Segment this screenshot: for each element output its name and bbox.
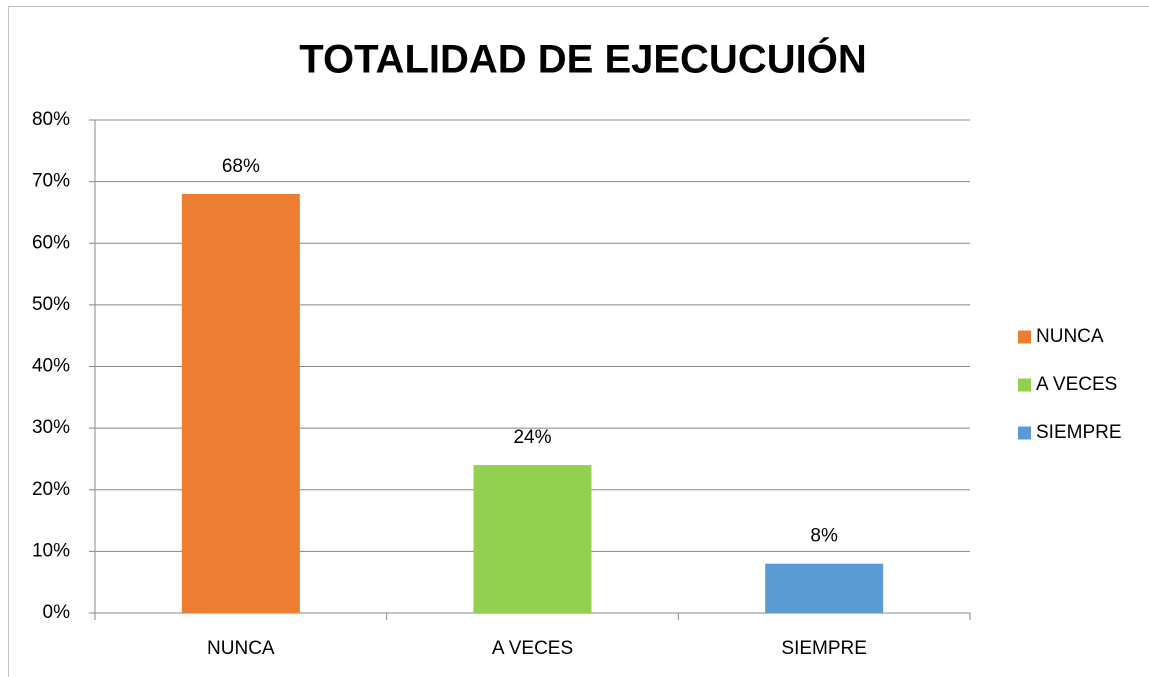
- data-label: 8%: [810, 526, 838, 547]
- bar: [473, 465, 592, 613]
- chart-frame: [8, 6, 1149, 677]
- data-label: 68%: [222, 156, 260, 177]
- bar: [765, 563, 884, 613]
- legend-label: A VECES: [1036, 374, 1117, 395]
- x-tick-label: SIEMPRE: [781, 638, 867, 659]
- x-tick-label: NUNCA: [207, 638, 275, 659]
- legend-swatch: [1018, 426, 1031, 440]
- y-tick-label: 30%: [32, 417, 70, 438]
- x-tick-label: A VECES: [492, 638, 573, 659]
- legend-label: NUNCA: [1036, 326, 1104, 347]
- y-tick-label: 80%: [32, 109, 70, 130]
- legend-swatch: [1018, 378, 1031, 392]
- legend-label: SIEMPRE: [1036, 422, 1122, 443]
- y-tick-label: 60%: [32, 232, 70, 253]
- data-label: 24%: [513, 427, 551, 448]
- y-tick-label: 40%: [32, 356, 70, 377]
- y-tick-label: 50%: [32, 294, 70, 315]
- chart-title: TOTALIDAD DE EJECUCUIÓN: [299, 36, 866, 82]
- y-tick-label: 0%: [43, 602, 71, 623]
- bar: [181, 193, 300, 613]
- y-tick-label: 20%: [32, 479, 70, 500]
- y-tick-label: 70%: [32, 171, 70, 192]
- legend-swatch: [1018, 330, 1031, 344]
- y-tick-label: 10%: [32, 540, 70, 561]
